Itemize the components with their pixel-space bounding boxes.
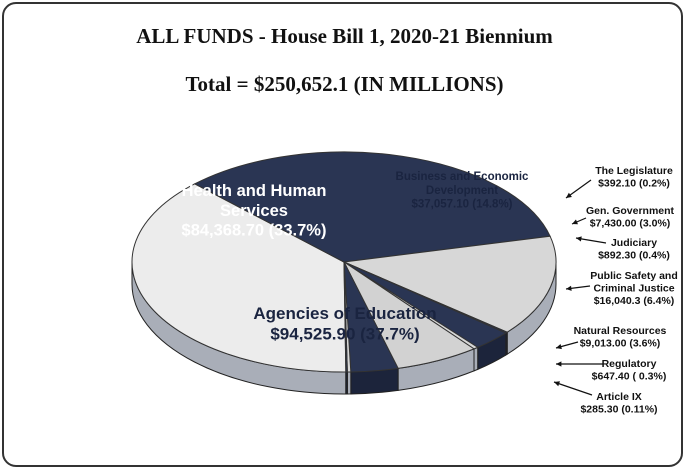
chart-subtitle: Total = $250,652.1 (IN MILLIONS)	[185, 72, 504, 96]
callout-article-ix: Article IX $285.30 (0.11%)	[580, 391, 657, 416]
callout-arrowhead-gen-government	[572, 219, 578, 225]
slice-side-article-ix	[345, 371, 348, 395]
callout-the-legislature: The Legislature $392.10 (0.2%)	[595, 165, 673, 190]
slice-side-regulatory	[346, 371, 352, 395]
slice-article-ix	[343, 261, 348, 373]
callout-arrow-article-ix	[553, 381, 593, 396]
callout-arrowhead-public-safety-and-criminal-justice	[566, 285, 572, 291]
callout-judiciary: Judiciary $892.30 (0.4%)	[598, 237, 670, 262]
slice-health-and-human-services	[193, 151, 551, 263]
callout-arrowhead-the-legislature	[566, 192, 572, 198]
slice-agencies-of-education	[131, 183, 347, 373]
callout-arrowhead-judiciary	[576, 236, 582, 242]
callout-public-safety-and-criminal-justice: Public Safety and Criminal Justice $16,040…	[590, 270, 678, 307]
label-agencies-of-education: Agencies of Education $94,525.90 (37.7%)	[253, 304, 436, 343]
callout-gen-government: Gen. Government $7,430.00 (3.0%)	[586, 205, 675, 230]
callout-regulatory: Regulatory $647.40 ( 0.3%)	[592, 358, 667, 383]
callout-arrowhead-natural-resources	[556, 344, 562, 350]
chart-title: ALL FUNDS - House Bill 1, 2020-21 Bienni…	[136, 24, 553, 48]
callout-arrowhead-regulatory	[556, 361, 562, 367]
slice-side-judiciary	[473, 346, 479, 372]
slice-business-and-economic-development	[342, 235, 557, 333]
label-business-and-economic-development: Business and Economic Development $37,057.…	[396, 171, 530, 211]
label-health-and-human-services: Health and Human Services $84,368.70 (33.7…	[182, 182, 327, 240]
callout-arrowhead-article-ix	[554, 381, 560, 387]
callout-natural-resources: Natural Resources $9,013.00 (3.6%)	[574, 325, 667, 350]
